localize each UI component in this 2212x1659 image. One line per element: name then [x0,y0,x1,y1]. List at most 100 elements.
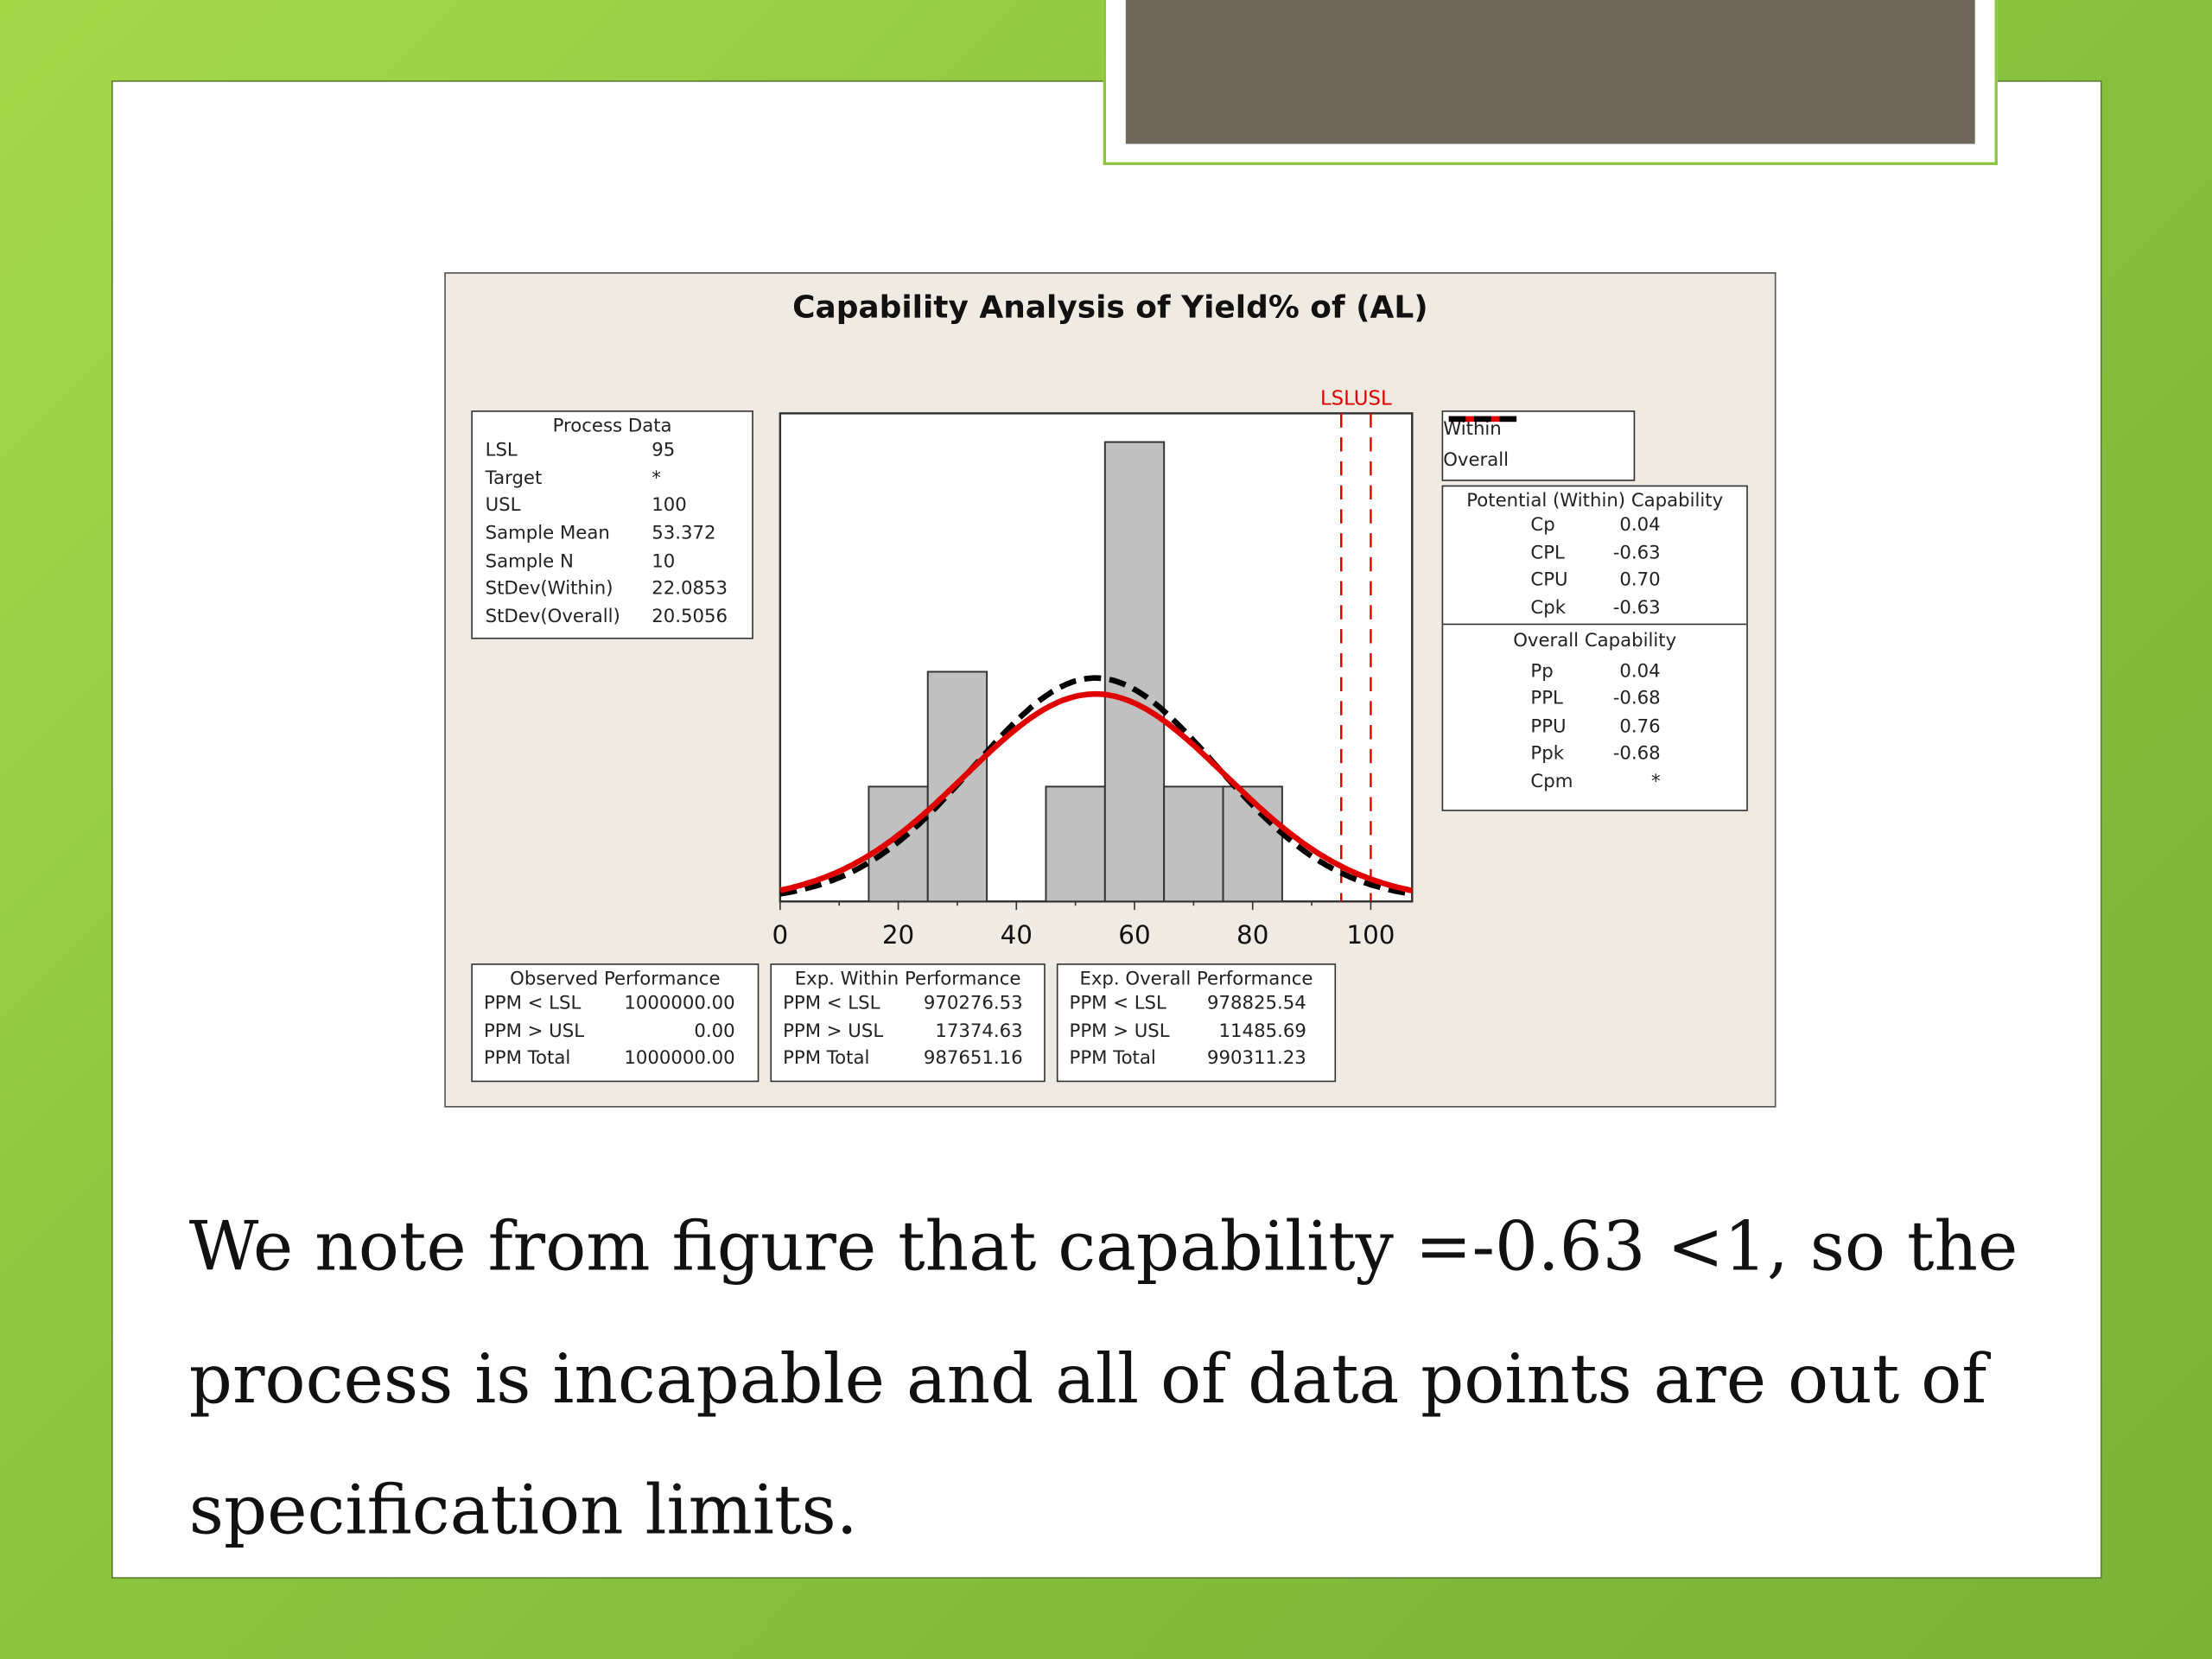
row-label: USL [485,495,521,518]
caption-text: We note from figure that capability =-0.… [189,1182,2023,1578]
table-row: Sample Mean 53.372 [473,520,752,548]
histogram-bar [1163,785,1224,903]
row-label: Cpm [1530,772,1573,793]
row-value: 1000000.00 [624,1048,735,1071]
legend-overall-label: Overall [1443,448,1510,471]
table-row: PPM Total 990311.23 [1058,1046,1334,1073]
table-row: PPL -0.68 [1443,685,1746,713]
row-value: 11485.69 [1218,1020,1306,1043]
within-capability-title: Potential (Within) Capability [1466,491,1724,512]
table-row: PPU 0.76 [1443,713,1746,741]
histogram-bar [1103,441,1166,903]
row-value: -0.68 [1612,744,1661,766]
row-value: -0.63 [1612,543,1661,564]
table-row: Cpk -0.63 [1443,595,1746,623]
table-row: LSL 95 [473,437,752,465]
spec-limit-label: LSLUSL [1320,388,1392,410]
row-value: * [1651,772,1661,793]
row-value: 100 [652,495,687,518]
table-row: PPM < LSL 978825.54 [1058,990,1334,1018]
row-value: 1000000.00 [624,993,735,1015]
row-value: 987651.16 [923,1048,1023,1071]
row-value: 0.00 [694,1020,735,1043]
table-row: PPM < LSL 970276.53 [772,990,1044,1018]
histogram-bar [1045,785,1106,903]
x-tick-label: 100 [1346,920,1395,950]
title-placeholder-frame [1103,0,1998,166]
caption-line-3: specification limits. [188,1471,858,1551]
table-row: CPL -0.63 [1443,540,1746,568]
performance-title: Exp. Within Performance [794,969,1021,991]
legend-overall-swatch [1448,416,1517,423]
performance-title: Observed Performance [510,969,721,991]
x-tick-label: 80 [1236,920,1268,950]
row-label: Pp [1530,661,1554,683]
row-label: CPL [1530,543,1565,564]
row-value: 990311.23 [1207,1048,1306,1071]
row-value: 10 [652,550,676,573]
table-row: PPM > USL 17374.63 [772,1018,1044,1046]
performance-title: Exp. Overall Performance [1079,969,1313,991]
performance-box: Exp. Overall Performance PPM < LSL 978825.… [1056,963,1337,1083]
table-row: USL 100 [473,493,752,520]
row-label: PPM > USL [1069,1020,1170,1043]
row-value: * [652,467,661,490]
row-value: 970276.53 [923,993,1023,1015]
title-placeholder [1125,0,1975,144]
x-tick-label: 40 [1001,920,1033,950]
capability-chart: Capability Analysis of Yield% of (AL) LS… [444,272,1777,1108]
table-row: Target * [473,465,752,493]
legend-within-label: Within [1443,418,1502,440]
table-row: PPM > USL 0.00 [473,1018,758,1046]
table-row: Pp 0.04 [1443,658,1746,685]
table-row: StDev(Overall) 20.5056 [473,603,752,631]
table-row: PPM > USL 11485.69 [1058,1018,1334,1046]
row-label: PPM > USL [483,1020,585,1043]
row-value: 95 [652,440,676,462]
row-label: StDev(Within) [485,578,613,601]
row-value: 22.0853 [652,578,728,601]
row-value: 0.70 [1619,570,1661,592]
overall-capability-title: Overall Capability [1513,631,1677,652]
row-label: Cp [1530,515,1555,537]
row-label: LSL [485,440,518,462]
table-row: PPM Total 1000000.00 [473,1046,758,1073]
x-tick-label: 0 [772,920,789,950]
row-label: PPM Total [783,1048,870,1071]
performance-box: Observed Performance PPM < LSL 1000000.00 P… [471,963,760,1083]
row-label: Target [485,467,543,490]
table-row: Cp 0.04 [1443,512,1746,540]
row-label: StDev(Overall) [485,606,620,628]
chart-title: Capability Analysis of Yield% of (AL) [792,290,1428,327]
row-label: PPM Total [483,1048,571,1071]
process-data-box: Process Data LSL 95 Target * USL 100 Sample Me… [471,410,753,639]
row-label: Cpk [1530,598,1567,620]
row-value: -0.68 [1612,689,1661,710]
row-label: Ppk [1530,744,1564,766]
caption-line-1: We note from figure that capability =-0.… [188,1207,2018,1287]
row-label: PPM Total [1069,1048,1156,1071]
legend: Within Overall [1441,410,1636,481]
curve-within [779,690,1413,893]
row-value: 0.76 [1619,716,1661,738]
row-value: -0.63 [1612,598,1661,620]
x-tick-label: 60 [1118,920,1150,950]
table-row: Cpm * [1443,768,1746,796]
histogram-plot: LSLUSL 0 20 40 60 80 100 [772,388,1414,950]
row-label: Sample Mean [485,523,610,545]
row-label: Sample N [485,550,574,573]
process-data-title: Process Data [552,416,672,438]
legend-item-overall: Overall [1443,416,1633,475]
curve-overall [779,675,1413,898]
x-tick-label: 20 [882,920,914,950]
table-row: CPU 0.70 [1443,568,1746,595]
caption-line-2: process is incapable and all of data poi… [188,1339,1987,1419]
table-row: Sample N 10 [473,548,752,575]
row-value: 0.04 [1619,515,1661,537]
row-value: 978825.54 [1207,993,1306,1015]
row-value: 20.5056 [652,606,728,628]
row-label: PPL [1530,689,1563,710]
table-row: StDev(Within) 22.0853 [473,575,752,603]
row-label: PPM < LSL [783,993,880,1015]
